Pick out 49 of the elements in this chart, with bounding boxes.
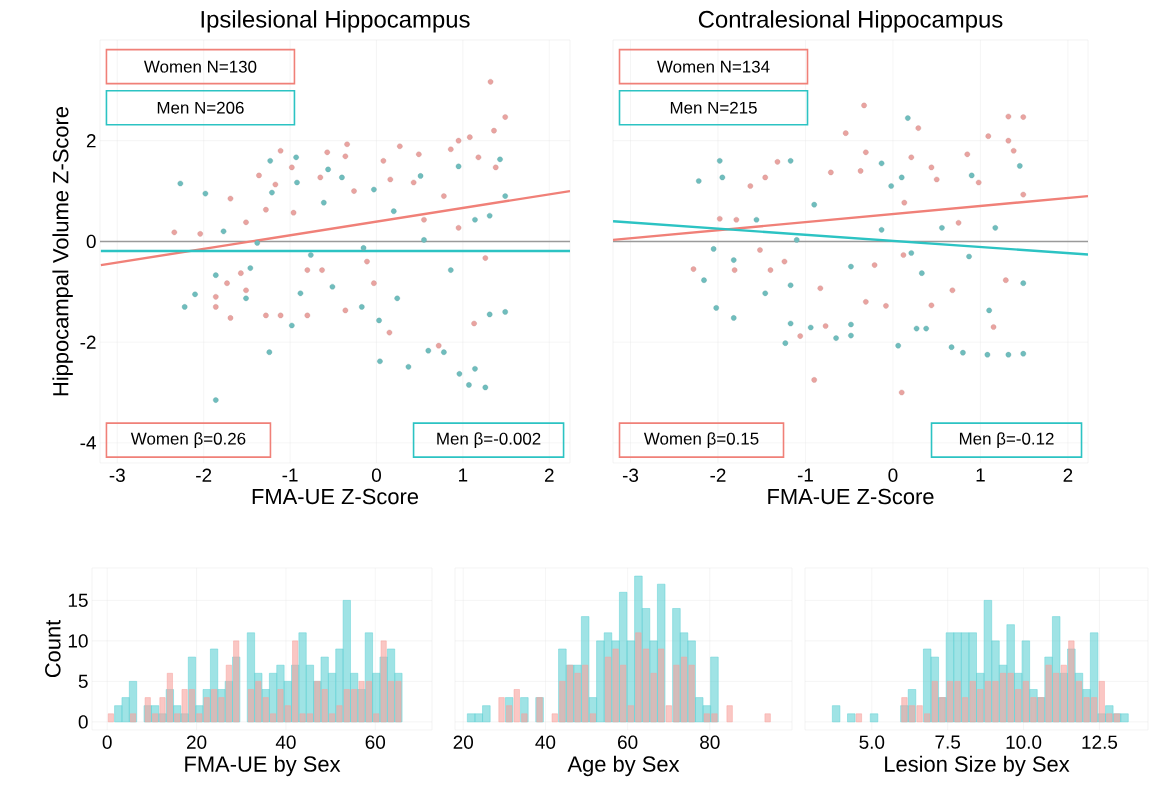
x-axis-title: FMA-UE Z-Score [768, 488, 934, 505]
x-tick-label: 0 [371, 468, 381, 482]
chart-title: Contralesional Hippocampus [698, 10, 1003, 33]
y-tick-label: 0 [78, 715, 88, 729]
x-tick-label: 7.5 [935, 735, 961, 749]
x-tick-label: 10.0 [1006, 735, 1042, 749]
y-axis-title: Count [45, 619, 61, 678]
y-tick-label: 2 [86, 134, 96, 148]
chart-title: Ipsilesional Hippocampus [201, 10, 470, 33]
annotation: Men β=-0.12 [959, 432, 1054, 448]
x-tick-label: 60 [365, 735, 386, 749]
x-tick-label: -2 [710, 468, 726, 482]
annotation: Women β=0.26 [130, 432, 246, 448]
y-tick-label: 5 [78, 674, 88, 688]
y-tick-label: -4 [80, 436, 96, 450]
x-tick-label: 2 [544, 468, 554, 482]
y-tick-label: 10 [68, 634, 88, 648]
x-tick-label: -1 [282, 468, 298, 482]
annotation: Men β=-0.002 [437, 432, 541, 448]
annotation: Women N=134 [657, 60, 770, 73]
x-axis-title: FMA-UE by Sex [185, 755, 341, 777]
y-tick-label: 15 [68, 593, 88, 607]
x-axis-title: Age by Sex [567, 755, 680, 777]
x-tick-label: 0 [102, 735, 112, 749]
x-tick-label: -1 [797, 468, 813, 482]
x-tick-label: 2 [1063, 468, 1073, 482]
x-tick-label: 20 [453, 735, 474, 749]
x-tick-label: 5.0 [859, 735, 885, 749]
annotation: Men N=206 [157, 101, 244, 114]
x-tick-label: -3 [622, 468, 639, 482]
annotation: Women N=130 [143, 60, 257, 73]
x-axis-title: Lesion Size by Sex [885, 755, 1070, 777]
x-tick-label: 40 [535, 735, 556, 749]
annotation: Men N=215 [670, 101, 757, 114]
annotation: Women β=0.15 [643, 432, 759, 448]
x-tick-label: 60 [618, 735, 638, 749]
y-tick-label: 0 [86, 234, 96, 249]
x-tick-label: 12.5 [1082, 735, 1118, 749]
x-tick-label: 1 [976, 468, 985, 482]
y-axis-title: Hippocampal Volume Z-Score [52, 106, 73, 396]
x-tick-label: 1 [459, 468, 468, 482]
x-axis-title: FMA-UE Z-Score [252, 488, 419, 505]
x-tick-label: 80 [700, 735, 720, 749]
x-tick-label: 40 [275, 735, 296, 749]
x-tick-label: -2 [196, 468, 212, 482]
x-tick-label: 20 [186, 735, 207, 749]
x-tick-label: -3 [109, 468, 125, 482]
x-tick-label: 0 [888, 468, 898, 482]
y-tick-label: -2 [80, 335, 96, 349]
